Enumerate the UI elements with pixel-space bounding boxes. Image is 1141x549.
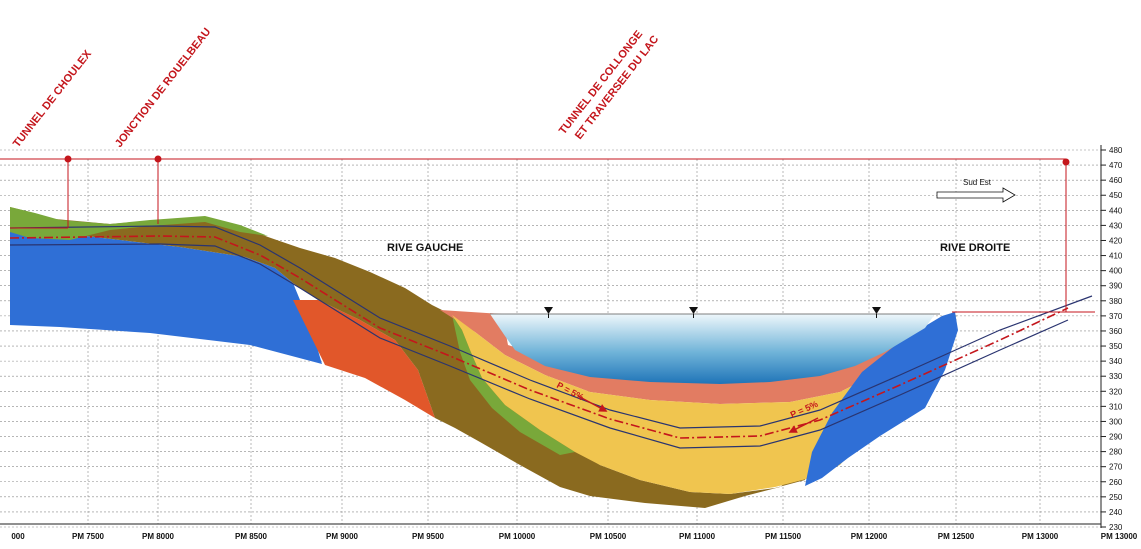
elevation-tick-label: 370 [1109, 312, 1123, 321]
chainage-tick-labels: 000 PM 7500 PM 8000 PM 8500 PM 9000 PM 9500 PM… [11, 532, 1137, 541]
tunnel-navy-lower [9, 243, 1069, 449]
elevation-tick-label: 430 [1109, 221, 1123, 230]
elevation-tick-label: 270 [1109, 463, 1123, 472]
elevation-tick-label: 290 [1109, 433, 1123, 442]
elevation-tick-label: 310 [1109, 402, 1123, 411]
elevation-tick-label: 320 [1109, 387, 1123, 396]
chainage-tick-label: PM 12500 [938, 532, 975, 541]
direction-label: Sud Est [963, 178, 992, 187]
chainage-tick-label: PM 11000 [679, 532, 716, 541]
direction-arrow-icon [936, 187, 1016, 203]
elevation-tick-label: 450 [1109, 191, 1123, 200]
moraine-valley [452, 315, 575, 455]
lake-water [490, 314, 935, 384]
gravel-wedge [293, 300, 435, 418]
left-blue-layer [10, 228, 322, 364]
chainage-tick-label: PM 8500 [235, 532, 268, 541]
title-choulex: TUNNEL DE CHOULEX [11, 48, 94, 150]
chainage-tick-label: PM 11500 [765, 532, 802, 541]
chainage-tick-label: PM 9500 [412, 532, 445, 541]
elevation-tick-label: 400 [1109, 267, 1123, 276]
marker-dots [64, 155, 1070, 166]
elevation-tick-label: 280 [1109, 448, 1123, 457]
chainage-tick-label: PM 13000 [1022, 532, 1059, 541]
title-collonge-line1: TUNNEL DE COLLONGE [557, 28, 645, 136]
elevation-tick-label: 330 [1109, 372, 1123, 381]
label-rive-droite: RIVE DROITE [940, 242, 1010, 254]
tunnel-navy-upper [9, 225, 1093, 429]
elevation-tick-label: 460 [1109, 176, 1123, 185]
label-rive-gauche: RIVE GAUCHE [387, 242, 463, 254]
elevation-tick-label: 380 [1109, 297, 1123, 306]
chainage-tick-label: PM 10000 [499, 532, 536, 541]
title-collonge-line2: ET TRAVERSEE DU LAC [573, 33, 661, 141]
elevation-tick-label: 390 [1109, 282, 1123, 291]
slope-arrow-right [788, 417, 819, 433]
elevation-tick-label: 260 [1109, 478, 1123, 487]
elevation-tick-label: 470 [1109, 161, 1123, 170]
moraine-top [10, 207, 268, 240]
molasse-body [10, 207, 842, 508]
chainage-tick-label: 000 [11, 532, 25, 541]
direction-arrow: Sud Est [936, 178, 1016, 203]
elevation-tick-label: 240 [1109, 508, 1123, 517]
red-frame [0, 158, 1095, 315]
slope-arrow-left [577, 395, 608, 412]
elevation-tick-label: 440 [1109, 206, 1123, 215]
sand-layer [452, 315, 930, 494]
chainage-tick-label: PM 7500 [72, 532, 105, 541]
tunnel-alignments [9, 225, 1093, 449]
title-rouelbeau: JONCTION DE ROUELBEAU [113, 26, 214, 150]
elevation-tick-label: 350 [1109, 342, 1123, 351]
elevation-tick-label: 360 [1109, 327, 1123, 336]
elevation-tick-label: 420 [1109, 236, 1123, 245]
tunnel-axis-red [9, 235, 1069, 439]
clay-layer [440, 310, 920, 404]
geology-layers [10, 207, 958, 508]
water-level-icon [689, 307, 698, 318]
elevation-tick-labels: 480 470 460 450 440 430 420 410 400 390 380 370 360 3… [1101, 146, 1123, 532]
chainage-tick-label: PM 13000 [1101, 532, 1138, 541]
elevation-tick-label: 300 [1109, 417, 1123, 426]
water-level-icon [544, 307, 553, 318]
elevation-tick-label: 230 [1109, 523, 1123, 532]
chainage-tick-label: PM 12000 [851, 532, 888, 541]
elevation-tick-label: 250 [1109, 493, 1123, 502]
water-level-icon [872, 307, 881, 318]
chainage-tick-label: PM 8000 [142, 532, 175, 541]
right-blue-layer [805, 312, 958, 486]
chainage-tick-label: PM 10500 [590, 532, 627, 541]
chainage-tick-label: PM 9000 [326, 532, 359, 541]
water-level-markers [544, 307, 881, 318]
elevation-tick-label: 410 [1109, 252, 1123, 261]
elevation-tick-label: 480 [1109, 146, 1123, 155]
elevation-tick-label: 340 [1109, 357, 1123, 366]
